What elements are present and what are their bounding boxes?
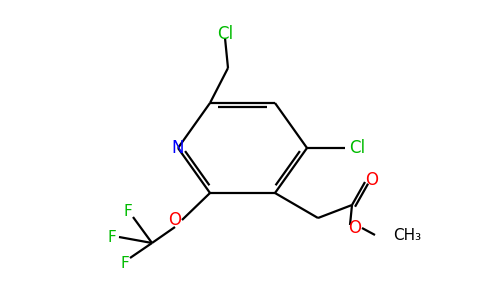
Text: F: F	[121, 256, 129, 271]
Text: O: O	[365, 171, 378, 189]
Text: Cl: Cl	[217, 25, 233, 43]
Text: O: O	[168, 211, 182, 229]
Text: F: F	[107, 230, 116, 244]
Text: F: F	[123, 205, 133, 220]
Text: CH₃: CH₃	[393, 227, 421, 242]
Text: Cl: Cl	[349, 139, 365, 157]
Text: N: N	[172, 139, 184, 157]
Text: O: O	[348, 219, 362, 237]
